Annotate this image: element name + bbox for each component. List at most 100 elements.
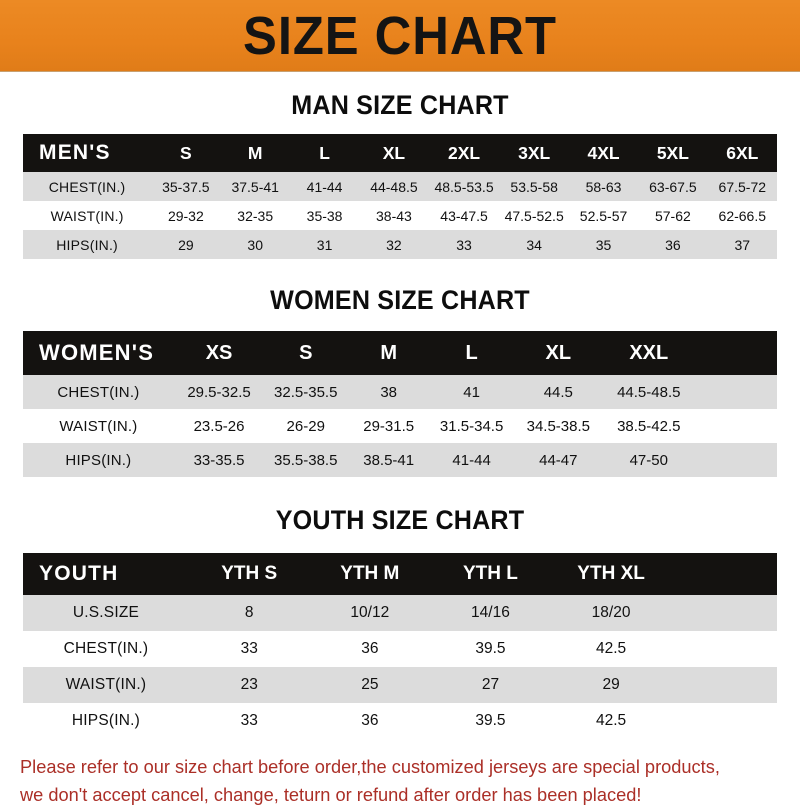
man-chest-m: 37.5-41 [220,172,290,201]
women-hips-xs: 33-35.5 [173,443,265,477]
man-table-wrap: MEN'S S M L XL 2XL 3XL 4XL 5XL 6XL CHEST… [23,134,777,259]
women-hips-m: 38.5-41 [347,443,431,477]
youth-size-table: YOUTH YTH S YTH M YTH L YTH XL U.S.SIZE … [23,553,777,739]
man-size-l: L [289,134,360,172]
man-chest-3xl: 53.5-58 [499,172,569,201]
man-hips-m: 30 [220,230,290,259]
man-waist-m: 32-35 [220,201,290,230]
women-chest-label: CHEST(IN.) [23,375,174,409]
women-hips-xl: 44-47 [513,443,604,477]
youth-hips-m: 36 [309,703,431,739]
women-table-wrap: WOMEN'S XS S M L XL XXL CHEST(IN.) 29.5-… [23,331,777,477]
women-chest-xl: 44.5 [513,375,604,409]
man-hips-6xl: 37 [707,230,777,259]
women-section-title: WOMEN SIZE CHART [270,285,530,315]
youth-header-label: YOUTH [23,553,189,595]
women-size-m: M [347,331,431,375]
youth-ussize-s: 8 [188,595,310,631]
youth-chest-blank [671,631,777,667]
women-chest-xs: 29.5-32.5 [173,375,265,409]
man-header-label: MEN'S [23,134,152,172]
man-waist-5xl: 57-62 [638,201,708,230]
youth-waist-s: 23 [188,667,310,703]
table-row: HIPS(IN.) 33-35.5 35.5-38.5 38.5-41 41-4… [23,443,777,477]
table-row: U.S.SIZE 8 10/12 14/16 18/20 [23,595,777,631]
man-chest-2xl: 48.5-53.5 [428,172,500,201]
women-size-s: S [264,331,348,375]
man-size-m: M [220,134,290,172]
women-waist-l: 31.5-34.5 [430,409,514,443]
women-hips-l: 41-44 [430,443,514,477]
spacer-man [0,120,800,134]
man-chest-l: 41-44 [289,172,360,201]
youth-chest-xl: 42.5 [550,631,672,667]
man-waist-s: 29-32 [151,201,221,230]
man-chest-5xl: 63-67.5 [638,172,708,201]
man-waist-3xl: 47.5-52.5 [499,201,569,230]
youth-ussize-label: U.S.SIZE [23,595,189,631]
youth-header-row: YOUTH YTH S YTH M YTH L YTH XL [23,553,777,595]
man-waist-2xl: 43-47.5 [428,201,500,230]
man-chest-4xl: 58-63 [568,172,639,201]
youth-size-s: YTH S [188,553,310,595]
women-size-l: L [430,331,514,375]
man-size-xl: XL [359,134,429,172]
table-row: HIPS(IN.) 33 36 39.5 42.5 [23,703,777,739]
spacer-women-top [0,259,800,285]
page-title: SIZE CHART [243,5,557,66]
table-row: WAIST(IN.) 23 25 27 29 [23,667,777,703]
women-hips-blank [694,443,777,477]
man-hips-label: HIPS(IN.) [23,230,152,259]
women-waist-xxl: 38.5-42.5 [603,409,695,443]
women-waist-s: 26-29 [264,409,348,443]
table-row: HIPS(IN.) 29 30 31 32 33 34 35 36 37 [23,230,777,259]
man-size-2xl: 2XL [428,134,500,172]
women-waist-xs: 23.5-26 [173,409,265,443]
man-size-table: MEN'S S M L XL 2XL 3XL 4XL 5XL 6XL CHEST… [23,134,777,259]
table-row: CHEST(IN.) 29.5-32.5 32.5-35.5 38 41 44.… [23,375,777,409]
man-waist-xl: 38-43 [359,201,429,230]
table-row: CHEST(IN.) 35-37.5 37.5-41 41-44 44-48.5… [23,172,777,201]
youth-size-l: YTH L [430,553,551,595]
note-line-1: Please refer to our size chart before or… [20,756,720,777]
man-hips-l: 31 [289,230,360,259]
return-policy-note: Please refer to our size chart before or… [20,739,769,809]
youth-size-xl: YTH XL [550,553,672,595]
women-size-table: WOMEN'S XS S M L XL XXL CHEST(IN.) 29.5-… [23,331,777,477]
youth-ussize-blank [671,595,777,631]
table-row: WAIST(IN.) 23.5-26 26-29 29-31.5 31.5-34… [23,409,777,443]
man-section-title: MAN SIZE CHART [291,90,509,120]
women-header-row: WOMEN'S XS S M L XL XXL [23,331,777,375]
women-waist-xl: 34.5-38.5 [513,409,604,443]
man-header-row: MEN'S S M L XL 2XL 3XL 4XL 5XL 6XL [23,134,777,172]
man-hips-5xl: 36 [638,230,708,259]
man-waist-label: WAIST(IN.) [23,201,152,230]
man-chest-s: 35-37.5 [151,172,221,201]
man-waist-6xl: 62-66.5 [707,201,777,230]
youth-waist-label: WAIST(IN.) [23,667,189,703]
youth-chest-s: 33 [188,631,310,667]
women-chest-m: 38 [347,375,431,409]
youth-chest-m: 36 [309,631,431,667]
youth-chest-l: 39.5 [430,631,551,667]
youth-chest-label: CHEST(IN.) [23,631,189,667]
man-chest-xl: 44-48.5 [359,172,429,201]
man-chest-6xl: 67.5-72 [707,172,777,201]
spacer-youth-top [0,477,800,505]
spacer-women [0,315,800,331]
youth-hips-xl: 42.5 [550,703,672,739]
women-header-label: WOMEN'S [23,331,174,375]
youth-waist-xl: 29 [550,667,672,703]
youth-section-title: YOUTH SIZE CHART [275,505,525,535]
man-waist-l: 35-38 [289,201,360,230]
women-size-xl: XL [513,331,604,375]
youth-waist-blank [671,667,777,703]
women-waist-blank [694,409,777,443]
women-hips-s: 35.5-38.5 [264,443,348,477]
youth-ussize-m: 10/12 [309,595,431,631]
man-size-5xl: 5XL [638,134,708,172]
table-row: CHEST(IN.) 33 36 39.5 42.5 [23,631,777,667]
women-chest-l: 41 [430,375,514,409]
man-hips-3xl: 34 [499,230,569,259]
